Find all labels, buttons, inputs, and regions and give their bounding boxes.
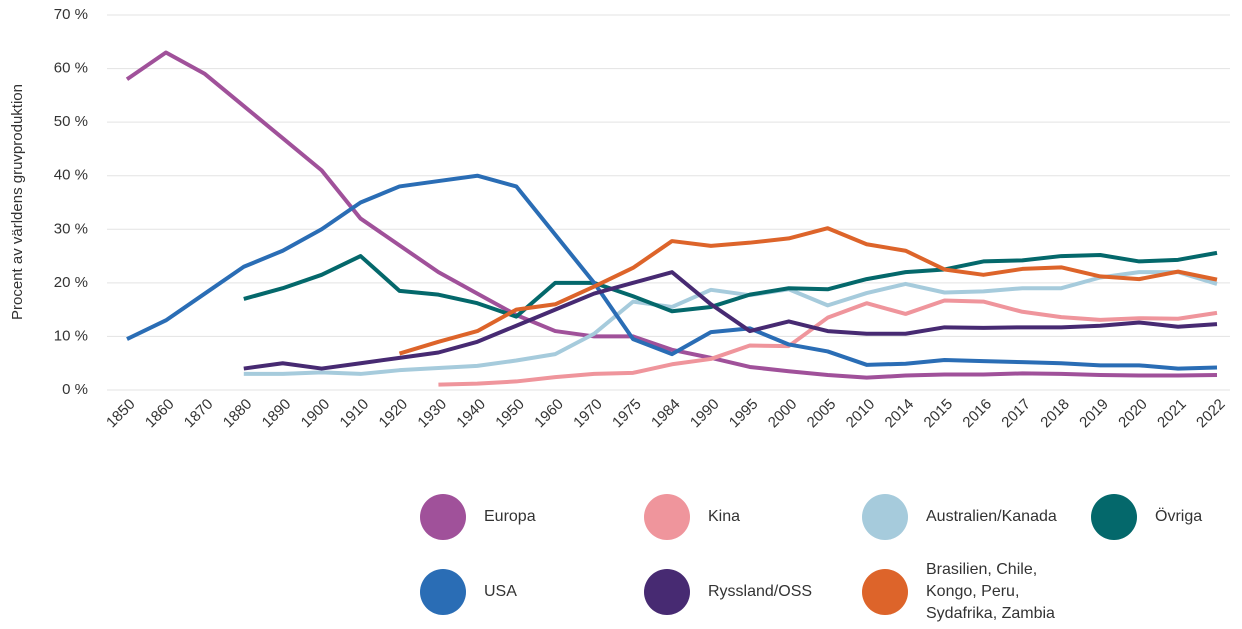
x-tick-label: 1880 [220,396,256,432]
legend-item: Brasilien, Chile, Kongo, Peru, Sydafrika… [862,561,1061,622]
legend-item: Ryssland/OSS [644,569,858,615]
y-axis-label: Procent av världens gruvproduktion [9,84,26,320]
legend-swatch [420,569,466,615]
chart: Procent av världens gruvproduktion 0 % 10… [9,6,1230,432]
legend-swatch [644,569,690,615]
x-tick-label: 1984 [648,396,684,432]
x-tick-label: 1920 [376,396,412,432]
x-tick-label: 1990 [687,396,723,432]
x-tick-label: 2021 [1154,396,1190,432]
x-tick-label: 2005 [804,396,840,432]
x-tick-label: 1870 [181,396,217,432]
legend-label: Övriga [1155,508,1203,525]
x-tick-label: 2018 [1037,396,1073,432]
x-tick-label: 1900 [298,396,334,432]
legend-item: Övriga [1091,494,1242,540]
legend-swatch [862,569,908,615]
x-tick-label: 2014 [882,396,918,432]
legend-label: Brasilien, Chile, Kongo, Peru, Sydafrika… [926,561,1055,622]
series-line [126,173,1218,371]
legend-swatch [862,494,908,540]
y-tick-label: 10 % [54,327,88,344]
y-tick-label: 40 % [54,167,88,184]
x-tick-label: 2022 [1193,396,1229,432]
series-line [243,270,1218,376]
series-line [243,250,1218,319]
legend-label: Australien/Kanada [926,508,1057,525]
series-line [438,298,1218,387]
legend-label: Ryssland/OSS [708,583,813,600]
x-tick-label: 2015 [921,396,957,432]
x-tick-label: 2017 [998,396,1034,432]
y-tick-label: 20 % [54,274,88,291]
y-tick-label: 0 % [62,381,88,398]
legend-swatch [1091,494,1137,540]
legend-item: USA [420,569,634,615]
legend-label: Europa [484,508,536,525]
x-tick-label: 1950 [492,396,528,432]
x-tick-label: 1940 [453,396,489,432]
x-tick-label: 1975 [609,396,645,432]
legend-label: USA [484,583,517,600]
x-tick-label: 1910 [337,396,373,432]
legend-label: Kina [708,508,741,525]
x-tick-label: 2020 [1115,396,1151,432]
x-tick-label: 2000 [765,396,801,432]
series-line [243,270,1218,371]
legend-swatch [420,494,466,540]
series-line [398,226,1218,356]
x-tick-label: 1890 [259,396,295,432]
x-tick-label: 2019 [1076,396,1112,432]
y-tick-label: 30 % [54,220,88,237]
x-tick-label: 1850 [103,396,139,432]
x-tick-label: 1970 [570,396,606,432]
x-tick-label: 1995 [726,396,762,432]
x-tick-label: 2010 [843,396,879,432]
series-line [125,50,1218,380]
x-tick-label: 2016 [959,396,995,432]
legend-swatch [644,494,690,540]
legend-item: Australien/Kanada [862,494,1076,540]
x-tick-label: 1930 [414,396,450,432]
y-tick-label: 50 % [54,113,88,130]
x-tick-label: 1960 [531,396,567,432]
y-tick-label: 60 % [54,60,88,77]
x-tick-label: 1860 [142,396,178,432]
legend-item: Kina [644,494,858,540]
y-tick-label: 70 % [54,6,88,23]
legend-item: Europa [420,494,634,540]
